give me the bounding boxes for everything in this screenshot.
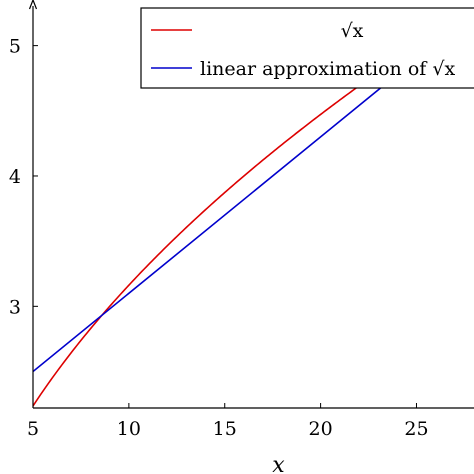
series-line-linear-approximation — [33, 58, 417, 373]
x-axis-title: x — [272, 453, 285, 474]
legend-label: √x — [341, 20, 364, 42]
y-tick-label: 4 — [9, 166, 21, 188]
x-tick-label: 25 — [404, 418, 428, 440]
y-axis-arrow — [28, 0, 38, 10]
x-tick-label: 15 — [213, 418, 237, 440]
y-tick-label: 5 — [9, 36, 21, 58]
legend-box — [140, 7, 474, 89]
legend: √x linear approximation of √x — [140, 7, 474, 89]
x-tick-label: 20 — [309, 418, 333, 440]
x-tick-label: 10 — [117, 418, 141, 440]
ticks: 5 10 15 20 25 3 4 5 x — [9, 36, 429, 474]
series-line-sqrt — [33, 44, 417, 407]
legend-label: linear approximation of √x — [200, 58, 455, 80]
x-tick-label: 5 — [27, 418, 39, 440]
plot-area — [33, 44, 417, 407]
y-tick-label: 3 — [9, 296, 21, 318]
axes — [28, 0, 474, 409]
